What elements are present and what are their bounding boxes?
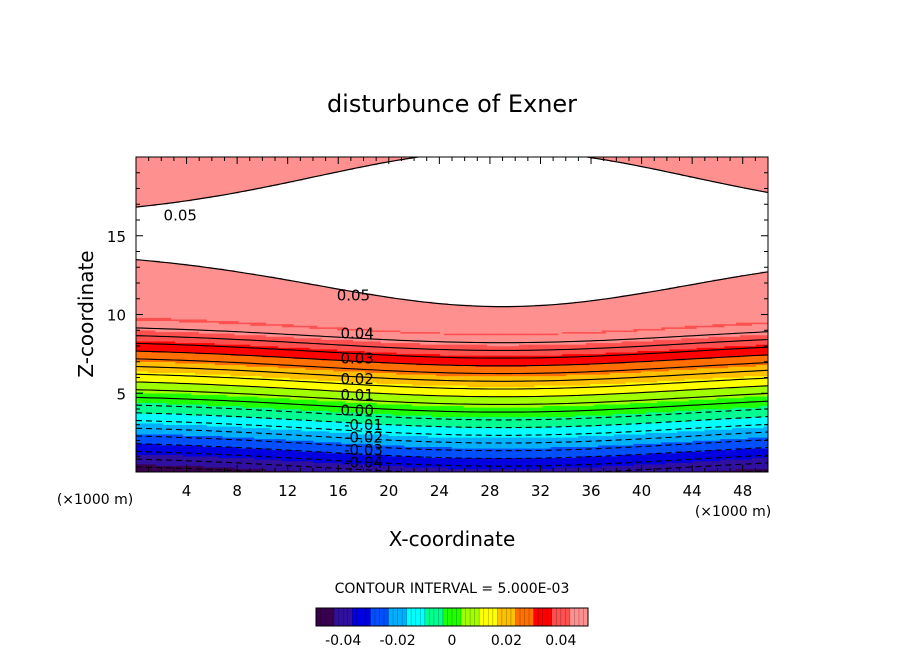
x-unit-left: (×1000 m)	[57, 492, 133, 508]
x-tick-label: 40	[632, 482, 651, 500]
contour-line	[136, 458, 768, 472]
contour-line	[136, 389, 768, 405]
contour-label: -0.04	[344, 454, 383, 472]
y-axis-label: Z-coordinate	[74, 250, 98, 377]
contour-line	[136, 365, 768, 382]
contour-label: -0.01	[344, 416, 383, 434]
colorbar-swatch	[406, 608, 426, 626]
contour-line	[136, 327, 768, 344]
x-tick-label: 36	[581, 482, 600, 500]
contour-line	[136, 466, 768, 472]
x-tick-label: 48	[733, 482, 752, 500]
contour-label: 0.03	[340, 350, 373, 368]
colorbar-frame	[315, 607, 589, 627]
colorbar-tick-label: 0.02	[491, 633, 522, 649]
contour-label: -0.02	[344, 428, 383, 446]
contour-line	[136, 412, 768, 429]
contour-label: 0.00	[340, 402, 373, 420]
contour-label: 0.02	[340, 370, 373, 388]
x-tick-label: 20	[379, 482, 398, 500]
colorbar-tick-label: -0.04	[325, 633, 361, 649]
x-tick-label: 32	[531, 482, 550, 500]
colorbar-swatch	[334, 608, 353, 626]
colorbar-swatch	[569, 608, 589, 626]
contour-interval-text: CONTOUR INTERVAL = 5.000E-03	[335, 581, 570, 597]
contour-line	[136, 404, 768, 421]
x-tick-label: 24	[430, 482, 449, 500]
contour-line	[136, 350, 768, 367]
x-tick-label: 12	[278, 482, 297, 500]
contour-line	[136, 396, 768, 413]
x-tick-label: 4	[182, 482, 192, 500]
y-tick-label: 15	[107, 228, 126, 246]
x-tick-label: 16	[329, 482, 348, 500]
colorbar-swatch	[515, 608, 534, 626]
colorbar-swatch	[442, 608, 462, 626]
colorbar-tick-label: 0	[448, 633, 457, 649]
colorbar-tick-label: 0.04	[545, 633, 576, 649]
contour-line	[136, 358, 768, 375]
y-tick-label: 5	[116, 385, 126, 403]
y-tick-label: 10	[107, 307, 126, 325]
colorbar-swatch	[533, 608, 553, 626]
contour-label: 0.05	[164, 206, 197, 224]
contour-line	[136, 342, 768, 359]
colorbar: -0.04 -0.02 0 0.02 0.04	[315, 607, 589, 649]
contour-line	[136, 259, 768, 308]
contour-label: 0.04	[340, 324, 373, 342]
contour-line	[136, 335, 768, 351]
contour-field: 0.050.050.040.030.020.010.00-0.01-0.02-0…	[136, 157, 768, 472]
colorbar-swatch	[370, 608, 389, 626]
chart-title: disturbunce of Exner	[327, 90, 577, 118]
contour-label: 0.01	[340, 386, 373, 404]
contour-line	[136, 157, 768, 208]
x-tick-label: 44	[683, 482, 702, 500]
contour-line	[136, 381, 768, 398]
colorbar-swatch	[388, 608, 407, 626]
x-tick-label: 28	[480, 482, 499, 500]
colorbar-tick-label: -0.02	[379, 633, 415, 649]
colorbar-swatch	[479, 608, 498, 626]
contour-line	[136, 443, 768, 460]
contour-line	[136, 373, 768, 390]
contour-line	[136, 435, 768, 452]
contour-line	[136, 427, 768, 444]
colorbar-swatch	[424, 608, 444, 626]
contour-line	[136, 420, 768, 436]
contour-label: 0.05	[337, 287, 370, 305]
colorbar-swatch	[461, 608, 480, 626]
colorbar-swatch	[352, 608, 371, 626]
contour-label: -0.03	[344, 441, 383, 459]
colorbar-swatch	[316, 608, 335, 626]
x-axis-label: X-coordinate	[389, 527, 516, 551]
colorbar-swatch	[497, 608, 516, 626]
x-tick-label: 8	[232, 482, 242, 500]
contour-line	[136, 450, 768, 467]
colorbar-swatch	[551, 608, 571, 626]
x-unit-right: (×1000 m)	[695, 504, 771, 520]
